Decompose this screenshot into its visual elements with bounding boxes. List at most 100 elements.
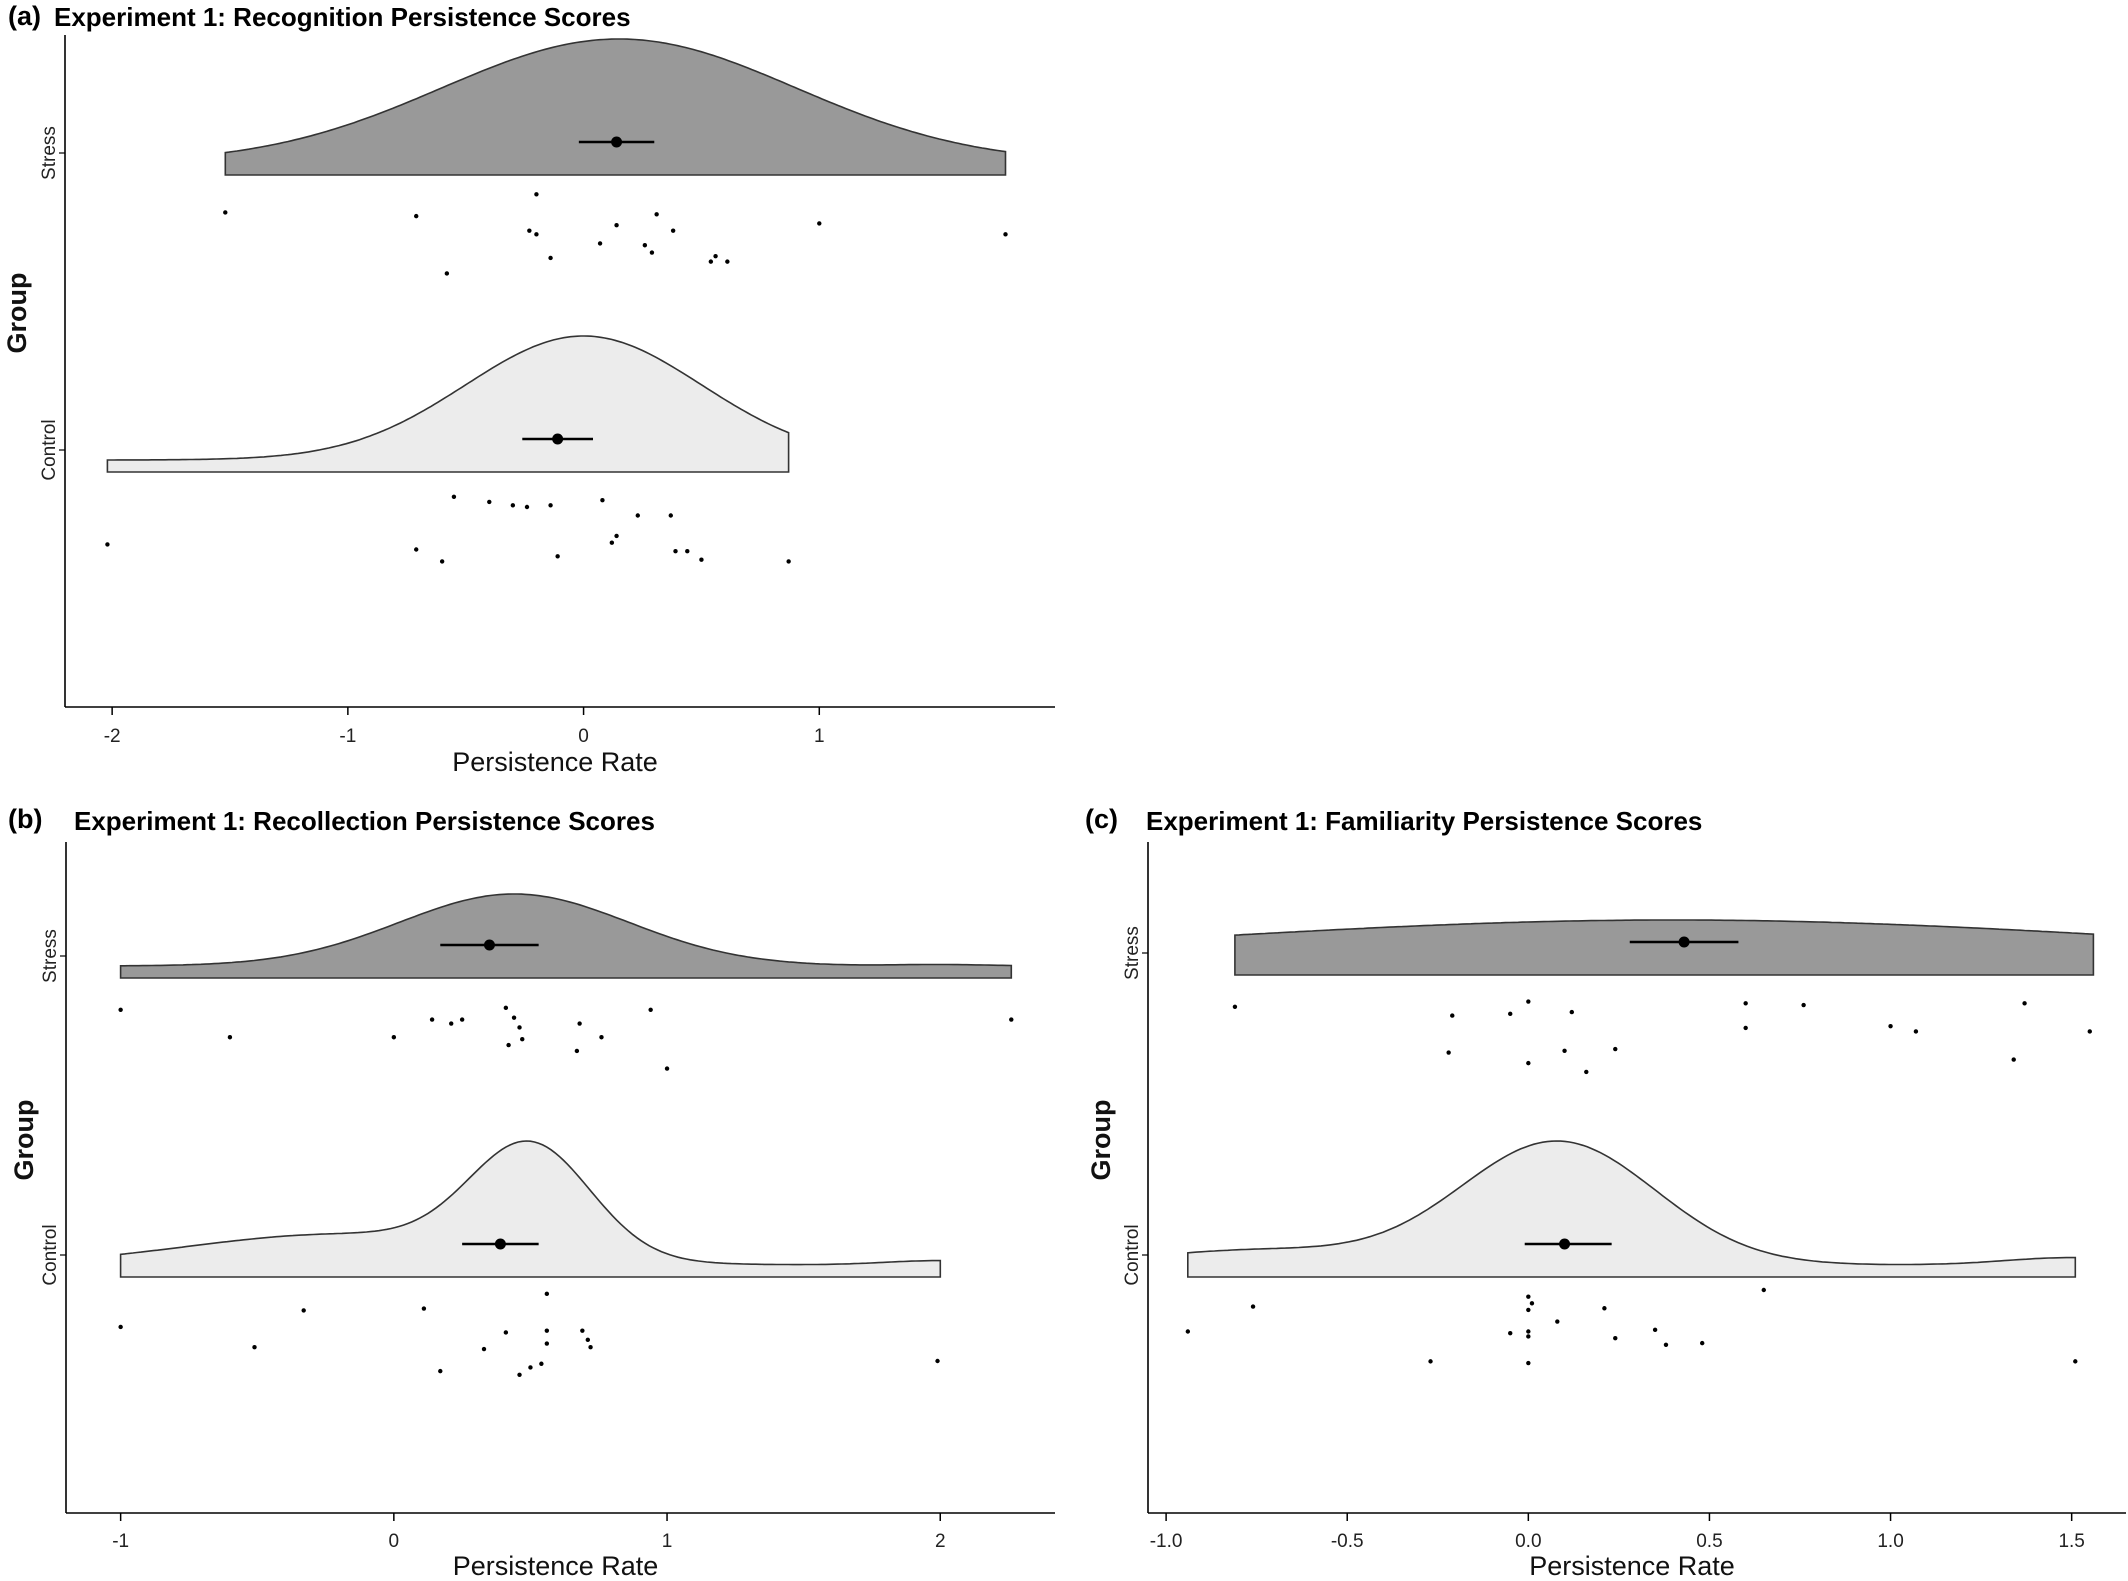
panel-b-stress-density [119,893,1013,979]
panel-b-stress-data-point [517,1025,522,1030]
panel-a-control-data-point [451,494,457,499]
panel-a-stress-mean [611,136,623,148]
panel-c-stress-data-point [1450,1013,1455,1018]
panel-c-stress-data-point [1613,1046,1618,1052]
panel-a-control-data-point [609,540,615,545]
panel-c-control-data-point [1526,1329,1531,1334]
panel-c-stress-data-point [1584,1069,1589,1075]
panel-b-stress-data-point [574,1048,580,1054]
panel-a-control-data-point [524,504,530,510]
panel-a-control-data-point [699,557,704,562]
panel-a-stress-data-point [534,232,539,237]
panel-c-control-data-point [1250,1304,1256,1309]
panel-a-stress-data-point [223,210,228,215]
panel-b-stress-data-point [599,1035,604,1040]
panel-a-title: Experiment 1: Recognition Persistence Sc… [54,2,631,32]
panel-a-stress-data-point [642,243,648,248]
panel-a-control-data-point [668,513,673,518]
panel-a-stress-data-point [713,253,718,259]
panel-b-control-data-point [252,1345,257,1350]
panel-a-control-data-point [487,499,492,505]
panel-b-stress-data-point [429,1017,435,1022]
panel-a-stress-data-point [725,259,730,264]
panel-c-control-data-point [1602,1306,1607,1311]
panel-b-stress-data-point [648,1007,653,1012]
panel-c-control-data-point [2073,1359,2078,1364]
panel-a-stress-data-point [597,241,603,246]
panel-b-x-axis-label: Persistence Rate [453,1551,659,1581]
panel-c-x-axis-label: Persistence Rate [1529,1551,1735,1581]
panel-a-control-mean [552,433,564,445]
panel-c-x-tick-label: 1.5 [2058,1531,2084,1552]
panel-a-x-tick-label: -1 [339,726,356,747]
panel-b-x-tick-label: 0 [389,1531,400,1552]
panel-c-control-data-point [1526,1294,1531,1299]
panel-c-x-tick-label: 1.0 [1877,1531,1903,1552]
panel-a-control-data-point [105,542,110,547]
panel-a-stress-data-point [534,192,539,197]
panel-a-control-data-point [673,549,678,554]
panel-b-stress-data-point [1009,1017,1014,1022]
panel-c-x-tick-label: -1.0 [1150,1531,1183,1552]
panel-b-stress-data-point [664,1066,670,1071]
panel-c-stress-data-point [2011,1057,2016,1062]
panel-c-control-data-point [1663,1342,1669,1347]
panel-b-control-data-point [517,1372,522,1378]
panel-b-control-data-point [438,1368,443,1374]
panel-c-control-data-point [1529,1301,1535,1306]
panel-a-x-tick-label: -2 [104,726,121,747]
panel-b-control-data-point [118,1324,123,1330]
panel-b-control-data-point [301,1308,306,1313]
panel-a-stress-data-point [670,228,676,233]
panel-a-control-data-point [439,559,445,564]
panel-c-stress-data-point [1526,999,1531,1004]
panel-c-letter: (c) [1085,804,1118,834]
panel-c-x-tick-label: -0.5 [1331,1531,1364,1552]
panel-c-stress-data-point [1508,1011,1513,1017]
panel-c-control-density [1187,1140,2077,1278]
panel-b-stress-data-point [391,1035,397,1040]
panel-a-control-data-point [555,554,560,559]
panel-c-control-data-point [1508,1330,1513,1336]
panel-b-y-axis-label: Group [9,1100,39,1181]
panel-b-stress-data-point [118,1007,123,1012]
panel-b-stress-data-point [511,1015,517,1020]
panel-a-stress-density [224,38,1007,176]
panel-c-y-tick-label-control: Control [1122,1224,1143,1285]
panel-a-control-data-point [685,549,690,554]
panel-b-control-data-point [588,1345,593,1350]
panel-a-y-tick-label-stress: Stress [39,126,60,180]
panel-c-stress-data-point [2022,1001,2027,1006]
panel-a-stress-data-point [614,223,619,228]
panel-c-x-tick-label: 0.5 [1696,1531,1722,1552]
panel-c-control-data-point [1428,1359,1433,1364]
panel-b-control-data-point [421,1306,427,1311]
panel-c-control-data-point [1526,1334,1531,1339]
panel-a-stress-data-point [1003,232,1008,237]
panel-b-control-data-point [544,1341,550,1346]
panel-b-control-data-point [580,1328,585,1333]
panel-b-control-density [119,1140,942,1278]
panel-b-stress-mean [483,939,495,951]
panel-a-control-density [106,335,790,473]
panel-b-title: Experiment 1: Recollection Persistence S… [74,806,655,836]
panel-b-control-data-point [544,1291,550,1297]
panel-c-control-data-point [1555,1319,1560,1324]
panel-a-stress-data-point [654,212,659,217]
panel-a-stress-data-point [649,250,655,255]
panel-c-stress-density [1234,919,2095,976]
panel-a-stress-data-point [414,213,419,219]
panel-b-control-data-point [539,1361,544,1366]
panel-c-control-data-point [1526,1307,1531,1313]
panel-c-control-data-point [1526,1360,1531,1366]
panel-a-control-data-point [548,503,553,508]
panel-b-control-data-point [481,1346,487,1352]
panel-a-control-data-point [510,503,516,508]
panel-c-control-data-point [1613,1335,1618,1341]
panel-c-stress-mean [1678,936,1690,948]
panel-a-x-tick-label: 1 [814,726,825,747]
panel-a-stress-data-point [817,221,822,226]
panel-b-stress-data-point [227,1035,233,1040]
